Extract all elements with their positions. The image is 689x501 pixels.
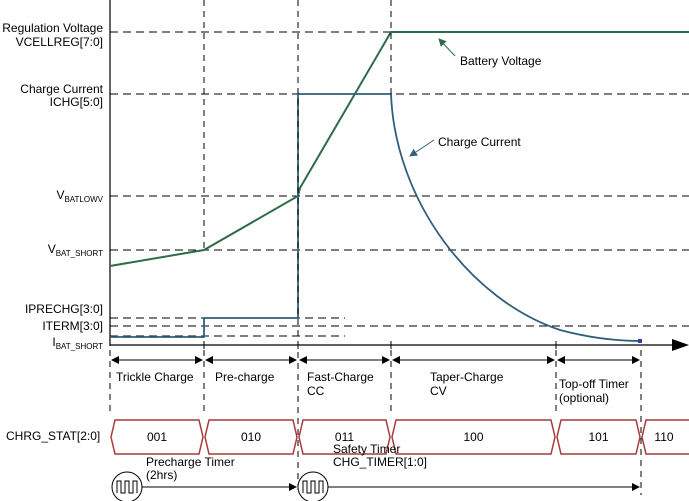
precharge-timer-label-2: (2hrs) [146, 468, 177, 482]
chrg-stat-bus [110, 419, 689, 455]
label-ichg-2: ICHG[5:0] [50, 95, 103, 109]
status-code: 011 [335, 430, 354, 444]
charge-current-arrow-icon [409, 139, 435, 157]
precharge-timer-label-1: Precharge Timer [146, 455, 235, 469]
phase-topoff-1: Top-off Timer [559, 377, 629, 391]
phase-fastcharge-1: Fast-Charge [307, 370, 374, 384]
status-code: 101 [588, 430, 608, 444]
level-lines [110, 31, 689, 337]
phase-fastcharge-2: CC [307, 384, 325, 398]
status-code: 010 [241, 430, 261, 444]
safety-timer-label-1: Safety Timer [333, 442, 400, 456]
battery-voltage-annotation: Battery Voltage [460, 54, 542, 68]
phase-precharge: Pre-charge [215, 370, 275, 384]
status-segment [204, 419, 298, 455]
phase-taper-1: Taper-Charge [430, 370, 504, 384]
charge-current-curve [110, 93, 642, 342]
status-segment [298, 419, 391, 455]
charge-current-annotation: Charge Current [438, 135, 521, 149]
clock-icon [111, 471, 143, 501]
label-vbatlow: VBATLOWV [56, 188, 103, 204]
status-segment [391, 419, 556, 455]
battery-voltage-arrow-icon [438, 38, 456, 57]
label-vcellreg-1: Regulation Voltage [2, 21, 103, 35]
battery-voltage-curve [109, 31, 689, 267]
phase-dividers [109, 0, 642, 495]
label-iterm: ITERM[3:0] [42, 319, 103, 333]
label-iprechg: IPRECHG[3:0] [25, 302, 103, 316]
clock-icon [297, 471, 329, 501]
status-segment [556, 419, 641, 455]
time-axis-arrow-icon [672, 339, 689, 351]
label-vcellreg-2: VCELLREG[7:0] [16, 35, 103, 49]
phase-taper-2: CV [430, 384, 447, 398]
phase-trickle: Trickle Charge [116, 370, 194, 384]
status-code: 110 [654, 430, 673, 444]
safety-timer-label-2: CHG_TIMER[1:0] [333, 455, 427, 469]
status-segment [110, 419, 204, 455]
label-vbatshort: VBAT_SHORT [48, 242, 103, 258]
termination-point [638, 339, 642, 343]
label-ibatshort: IBAT_SHORT [52, 335, 103, 351]
phase-topoff-2: (optional) [559, 391, 609, 405]
status-code: 001 [147, 430, 167, 444]
status-segment [641, 419, 689, 455]
label-ichg-1: Charge Current [20, 82, 103, 96]
status-code: 100 [463, 430, 483, 444]
chrg-stat-label: CHRG_STAT[2:0] [6, 429, 100, 443]
